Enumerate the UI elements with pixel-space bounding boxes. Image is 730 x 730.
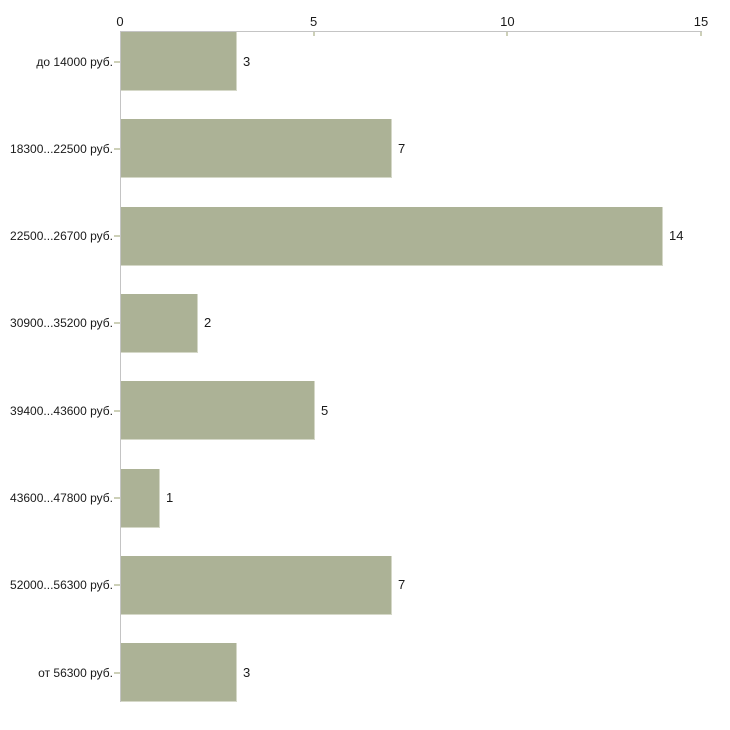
value-label: 1 [166,490,174,506]
category-label: 18300...22500 руб. [10,141,113,156]
category-tick-mark [114,409,120,412]
value-label: 14 [669,228,684,244]
category-label: 22500...26700 руб. [10,229,113,244]
y-axis-line [120,31,121,702]
x-tick-mark [700,32,702,36]
x-tick-label: 5 [310,14,318,29]
bar [121,119,392,179]
category-tick-mark [114,584,120,587]
bar [121,555,392,615]
x-tick-label: 10 [500,14,515,29]
value-label: 5 [321,402,329,418]
x-tick-label: 0 [116,14,124,29]
x-tick-label: 15 [693,14,709,29]
value-label: 7 [398,577,406,593]
bar [121,32,237,91]
category-label: от 56300 руб. [38,665,113,680]
value-label: 3 [243,664,251,680]
value-label: 3 [243,53,251,69]
category-tick-mark [114,497,120,500]
category-tick-mark [114,322,120,325]
category-label: 30900...35200 руб. [10,316,113,331]
bar [121,206,663,266]
value-label: 2 [204,315,212,331]
bar [121,293,198,353]
bar [121,468,160,528]
category-tick-mark [114,60,120,63]
category-tick-mark [114,147,120,150]
x-tick-mark [506,32,509,36]
bar [121,381,315,441]
category-tick-mark [114,235,120,238]
x-axis-line [120,31,702,32]
category-tick-mark [114,671,120,674]
bar [121,643,237,703]
category-label: 52000...56300 руб. [10,578,113,593]
value-label: 7 [398,140,406,156]
x-tick-mark [312,32,315,36]
category-label: 43600...47800 руб. [10,491,113,506]
category-label: до 14000 руб. [36,54,113,69]
category-label: 39400...43600 руб. [10,403,113,418]
